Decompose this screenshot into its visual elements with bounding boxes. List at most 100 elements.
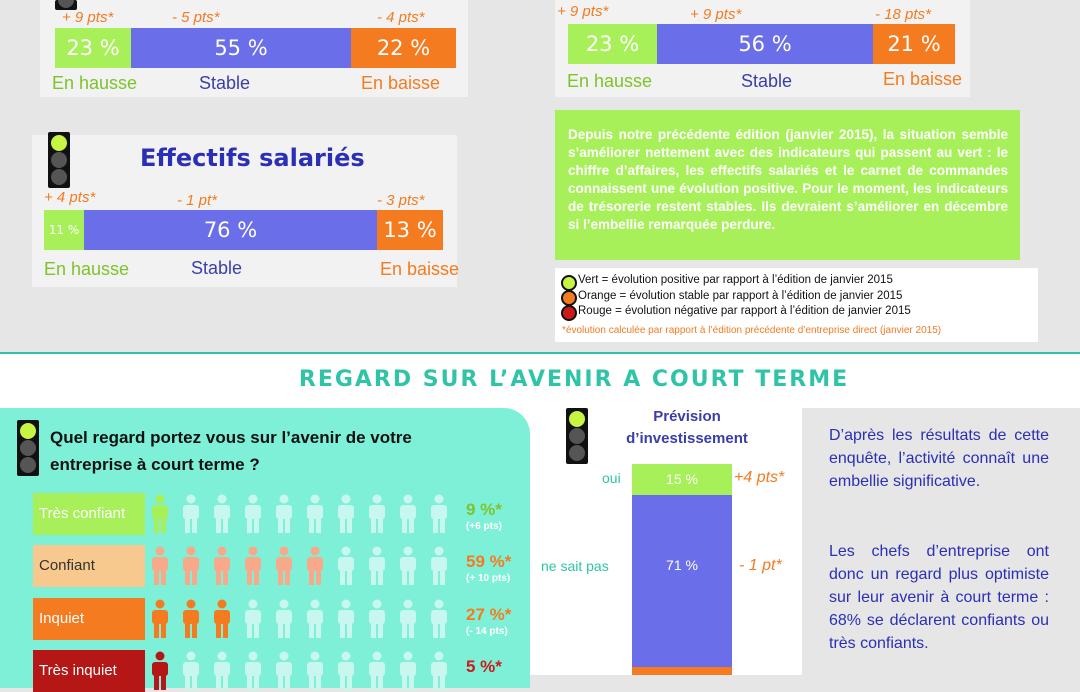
confidence-label: Inquiet	[39, 610, 85, 627]
legend-box	[555, 268, 1038, 342]
bar-stable-label: 56 %	[738, 32, 792, 56]
section-title: REGARD SUR L’AVENIR A COURT TERME	[298, 367, 850, 392]
confidence-label: Très inquiet	[39, 662, 117, 679]
pictogram-row	[151, 599, 456, 639]
person-icon	[183, 651, 199, 690]
confidence-label-box	[33, 598, 145, 640]
person-icon	[338, 599, 354, 638]
person-icon	[245, 599, 261, 638]
bar-up: 23 %	[568, 24, 657, 64]
stacked-bar-2: 23 % 56 % 21 %	[568, 24, 955, 64]
traffic-light-icon	[48, 132, 70, 188]
label-down: En baisse	[883, 69, 963, 89]
bar-up-label: 11 %	[48, 223, 80, 237]
person-icon	[400, 599, 416, 638]
person-icon	[307, 546, 323, 585]
confidence-value: 5 %*	[466, 657, 502, 676]
pictogram-row	[151, 651, 456, 691]
confidence-value: 9 %*	[466, 500, 502, 519]
invest-oui-label: oui	[602, 470, 621, 486]
confidence-label-box	[33, 493, 145, 535]
legend-red: Rouge = évolution négative par rapport à…	[578, 305, 911, 317]
person-icon	[307, 599, 323, 638]
invest-nsp-label: ne sait pas	[541, 558, 609, 574]
label-down: En baisse	[361, 73, 441, 93]
bar-up: 11 %	[44, 210, 84, 250]
invest-oui-delta: +4 pts*	[734, 469, 785, 486]
delta-down: - 18 pts*	[875, 6, 931, 23]
legend-green: Vert = évolution positive par rapport à …	[578, 274, 893, 286]
person-icon	[152, 651, 168, 690]
label-up: En hausse	[44, 259, 130, 279]
delta-up: + 4 pts*	[44, 189, 96, 206]
legend-red-dot	[561, 305, 577, 321]
person-icon	[338, 546, 354, 585]
person-icon	[152, 494, 168, 533]
bar-down: 22 %	[351, 28, 456, 68]
pictogram-row	[151, 494, 456, 534]
person-icon	[369, 494, 385, 533]
person-icon	[183, 494, 199, 533]
person-icon	[400, 494, 416, 533]
traffic-light-icon	[566, 408, 588, 464]
label-up: En hausse	[567, 71, 653, 91]
delta-stable: - 1 pt*	[177, 192, 218, 209]
bar-up-label: 23 %	[66, 36, 120, 60]
person-icon	[431, 494, 447, 533]
delta-down: - 3 pts*	[377, 192, 425, 209]
summary-text: Depuis notre précédente édition (janvier…	[568, 127, 1008, 232]
person-icon	[214, 651, 230, 690]
stacked-bar-3: 11 % 76 % 13 %	[44, 210, 443, 250]
delta-stable: - 5 pts*	[172, 9, 220, 26]
person-icon	[338, 494, 354, 533]
person-icon	[276, 494, 292, 533]
invest-non-bar	[632, 667, 732, 675]
legend-orange: Orange = évolution stable par rapport à …	[578, 290, 903, 302]
bar-down-label: 13 %	[383, 218, 437, 242]
conclusion-box	[802, 408, 1080, 675]
invest-nsp-value: 71 %	[666, 557, 698, 573]
legend-green-dot	[561, 275, 577, 291]
confidence-value: 59 %*	[466, 552, 512, 571]
person-icon	[307, 494, 323, 533]
conclusion-p1: D’après les résultats de cette enquête, …	[829, 427, 1049, 490]
person-icon	[214, 546, 230, 585]
person-icon	[183, 546, 199, 585]
delta-stable: + 9 pts*	[690, 6, 742, 23]
person-icon	[431, 651, 447, 690]
confidence-value: 27 %*	[466, 605, 512, 624]
bar-up: 23 %	[55, 28, 131, 68]
confidence-delta: (+6 pts)	[466, 521, 502, 532]
person-icon	[369, 599, 385, 638]
label-stable: Stable	[191, 258, 243, 278]
confidence-label: Très confiant	[39, 505, 126, 522]
person-icon	[400, 546, 416, 585]
bar-stable-label: 55 %	[214, 36, 268, 60]
bar-down: 21 %	[873, 24, 955, 64]
bar-up-label: 23 %	[585, 32, 640, 56]
delta-down: - 4 pts*	[377, 9, 425, 26]
person-icon	[245, 651, 261, 690]
traffic-light-icon	[17, 420, 39, 476]
legend-orange-dot	[561, 290, 577, 306]
bar-stable-label: 76 %	[203, 218, 258, 242]
invest-oui-value: 15 %	[666, 471, 698, 487]
person-icon	[214, 494, 230, 533]
label-down: En baisse	[380, 259, 460, 279]
confidence-label-box	[33, 545, 145, 587]
bar-down-label: 21 %	[887, 32, 941, 56]
person-icon	[400, 651, 416, 690]
delta-up: + 9 pts*	[557, 3, 609, 20]
invest-oui-bar	[632, 464, 732, 495]
person-icon	[369, 651, 385, 690]
label-up: En hausse	[52, 73, 138, 93]
bar-stable: 76 %	[84, 210, 377, 250]
section-divider	[0, 352, 1080, 354]
conclusion-p2: Les chefs d’entreprise ont donc un regar…	[829, 543, 1049, 652]
person-icon	[276, 599, 292, 638]
confidence-label: Confiant	[39, 557, 95, 574]
pictogram-row	[151, 546, 456, 586]
person-icon	[245, 546, 261, 585]
person-icon	[152, 599, 168, 638]
person-icon	[276, 651, 292, 690]
